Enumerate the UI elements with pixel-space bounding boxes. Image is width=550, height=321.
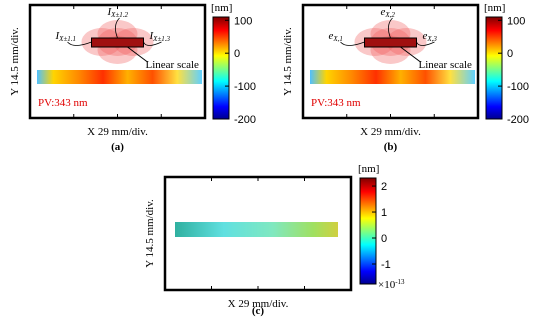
leader	[416, 41, 435, 46]
probe-label-sub: X,3	[426, 35, 437, 43]
probe-label-main: e	[423, 30, 428, 42]
probe-label-main: I	[107, 6, 113, 18]
colorbar-tick-label: -200	[234, 114, 256, 126]
colorbar-tick-label: -200	[507, 114, 529, 126]
probe-label: eX,3	[423, 30, 438, 43]
y-axis-label: Y 14.5 mm/div.	[282, 27, 294, 96]
scale-label: Linear scale	[146, 59, 200, 71]
exponent-base: ×10	[378, 279, 396, 291]
caption: (a)	[111, 141, 124, 153]
x-axis-label: X 29 mm/div.	[228, 298, 289, 310]
colorbar-tick-label: -1	[381, 259, 391, 271]
leader	[67, 41, 92, 46]
colorbar	[485, 16, 503, 120]
colorbar-tick-label: 1	[381, 207, 387, 219]
colorbar-exponent: ×10-13	[378, 278, 405, 291]
colorbar-unit: [nm]	[484, 2, 505, 14]
colorbar-tick-label: -100	[507, 81, 529, 93]
probe-label-sub: X±1.3	[152, 35, 170, 43]
probe-label-sub: X±1.2	[110, 11, 128, 19]
probe-label: eX,2	[381, 6, 396, 19]
probe-label-sub: X,2	[384, 11, 395, 19]
colorbar-tick-label: -100	[234, 81, 256, 93]
probe-label: IX±1.1	[55, 30, 77, 43]
colorbar-tick-label: 100	[234, 15, 252, 27]
leader	[400, 46, 421, 63]
colorbar	[359, 177, 377, 285]
colorbar-tick-label: 0	[381, 233, 387, 245]
colorbar-tick-label: 100	[507, 15, 525, 27]
probe-label-sub: X±1.1	[58, 35, 76, 43]
leader	[143, 41, 162, 46]
probe-label-main: I	[149, 30, 155, 42]
surface-map	[37, 70, 202, 84]
probe-label-main: I	[55, 30, 61, 42]
probe-label: IX±1.3	[149, 30, 171, 43]
surface-map	[175, 222, 338, 237]
caption: (c)	[252, 305, 265, 317]
probe-label: eX,1	[329, 30, 343, 43]
surface-map	[310, 70, 475, 84]
probe-label-main: e	[329, 30, 334, 42]
exponent-power: -13	[395, 278, 405, 286]
scale-strip	[91, 37, 144, 48]
colorbar-unit: [nm]	[211, 2, 232, 14]
colorbar-tick-label: 2	[381, 181, 387, 193]
leader	[340, 41, 365, 46]
y-axis-label: Y 14.5 mm/div.	[144, 199, 156, 268]
annotation: PV:343 nm	[311, 97, 361, 109]
colorbar-tick-label: 0	[234, 48, 240, 60]
leader	[127, 46, 148, 63]
probe-label: IX±1.2	[107, 6, 129, 19]
scale-strip	[364, 37, 417, 48]
leader	[388, 17, 393, 39]
x-axis-label: X 29 mm/div.	[360, 126, 421, 138]
leader	[115, 17, 120, 39]
annotation: PV:343 nm	[38, 97, 88, 109]
probe-label-sub: X,1	[332, 35, 343, 43]
caption: (b)	[384, 141, 398, 153]
y-axis-label: Y 14.5 mm/div.	[9, 27, 21, 96]
colorbar-unit: [nm]	[358, 163, 379, 175]
probe-label-main: e	[381, 6, 386, 18]
x-axis-label: X 29 mm/div.	[87, 126, 148, 138]
colorbar-tick-label: 0	[507, 48, 513, 60]
scale-label: Linear scale	[419, 59, 473, 71]
colorbar	[212, 16, 230, 120]
